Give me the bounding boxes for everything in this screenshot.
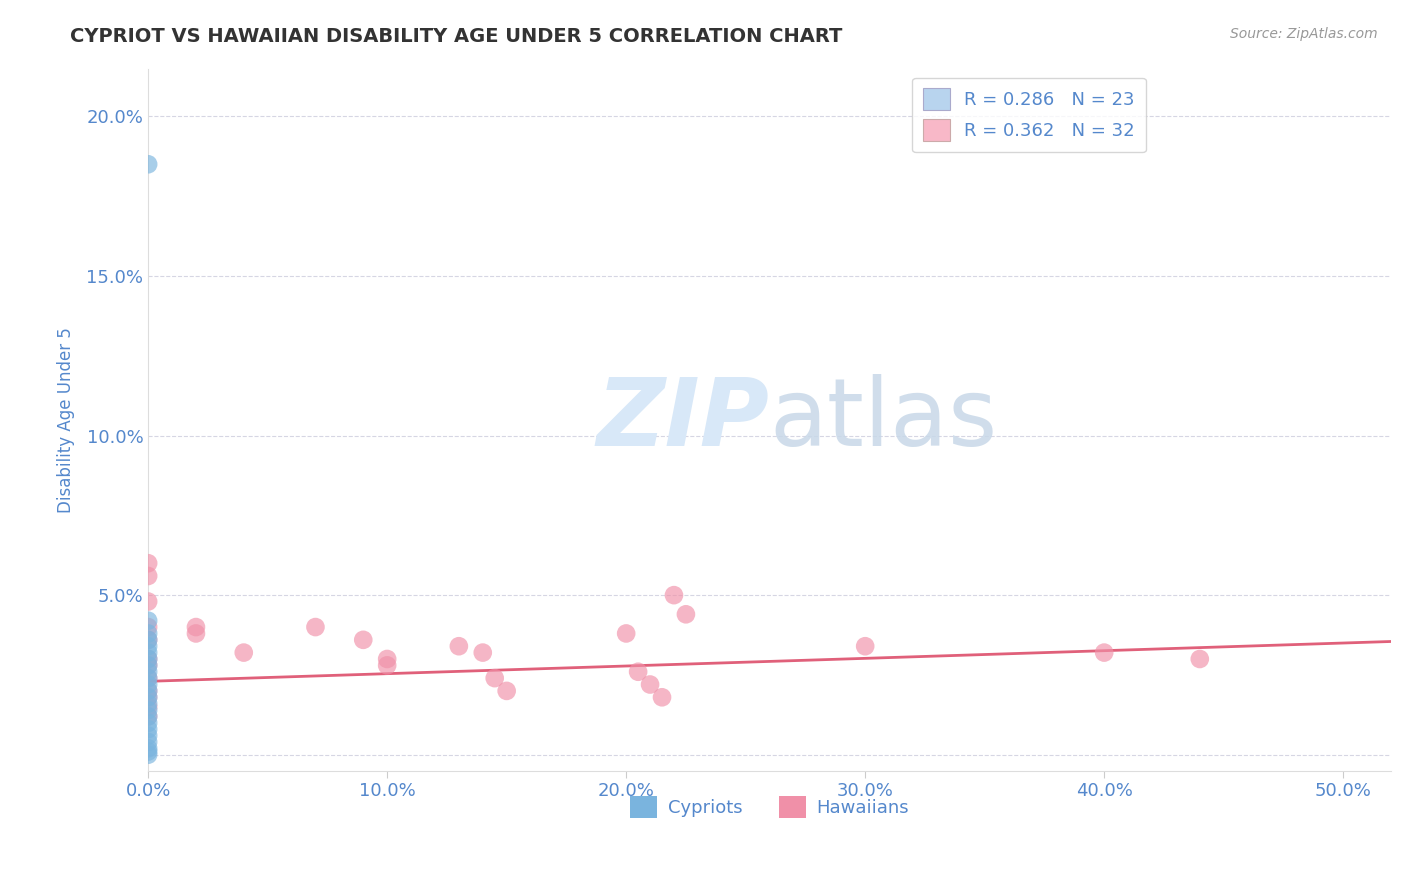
Point	[136, 614, 159, 628]
Point	[136, 658, 159, 673]
Point	[136, 646, 159, 660]
Point	[184, 626, 207, 640]
Point	[614, 626, 637, 640]
Point	[136, 665, 159, 679]
Point	[627, 665, 650, 679]
Point	[136, 703, 159, 717]
Point	[136, 652, 159, 666]
Point	[375, 652, 398, 666]
Point	[662, 588, 685, 602]
Point	[136, 684, 159, 698]
Point	[136, 741, 159, 756]
Point	[651, 690, 673, 705]
Point	[375, 658, 398, 673]
Point	[232, 646, 254, 660]
Text: atlas: atlas	[769, 374, 998, 466]
Point	[136, 690, 159, 705]
Point	[136, 697, 159, 711]
Point	[1188, 652, 1211, 666]
Point	[136, 632, 159, 647]
Legend: Cypriots, Hawaiians: Cypriots, Hawaiians	[623, 789, 917, 825]
Point	[136, 594, 159, 608]
Y-axis label: Disability Age Under 5: Disability Age Under 5	[58, 326, 75, 513]
Point	[136, 671, 159, 685]
Point	[136, 699, 159, 714]
Point	[136, 745, 159, 759]
Point	[136, 722, 159, 736]
Point	[136, 747, 159, 762]
Point	[495, 684, 517, 698]
Point	[136, 671, 159, 685]
Point	[184, 620, 207, 634]
Point	[853, 639, 876, 653]
Point	[471, 646, 494, 660]
Point	[136, 632, 159, 647]
Point	[1092, 646, 1115, 660]
Point	[136, 684, 159, 698]
Point	[484, 671, 506, 685]
Text: ZIP: ZIP	[596, 374, 769, 466]
Point	[447, 639, 470, 653]
Point	[675, 607, 697, 622]
Text: CYPRIOT VS HAWAIIAN DISABILITY AGE UNDER 5 CORRELATION CHART: CYPRIOT VS HAWAIIAN DISABILITY AGE UNDER…	[70, 27, 842, 45]
Point	[136, 690, 159, 705]
Point	[136, 639, 159, 653]
Point	[136, 652, 159, 666]
Point	[136, 658, 159, 673]
Point	[136, 709, 159, 723]
Point	[352, 632, 374, 647]
Point	[136, 157, 159, 171]
Point	[136, 620, 159, 634]
Point	[136, 569, 159, 583]
Point	[638, 677, 661, 691]
Point	[136, 626, 159, 640]
Point	[136, 729, 159, 743]
Point	[136, 677, 159, 691]
Point	[136, 735, 159, 749]
Point	[136, 715, 159, 730]
Point	[136, 709, 159, 723]
Point	[136, 556, 159, 570]
Text: Source: ZipAtlas.com: Source: ZipAtlas.com	[1230, 27, 1378, 41]
Point	[304, 620, 326, 634]
